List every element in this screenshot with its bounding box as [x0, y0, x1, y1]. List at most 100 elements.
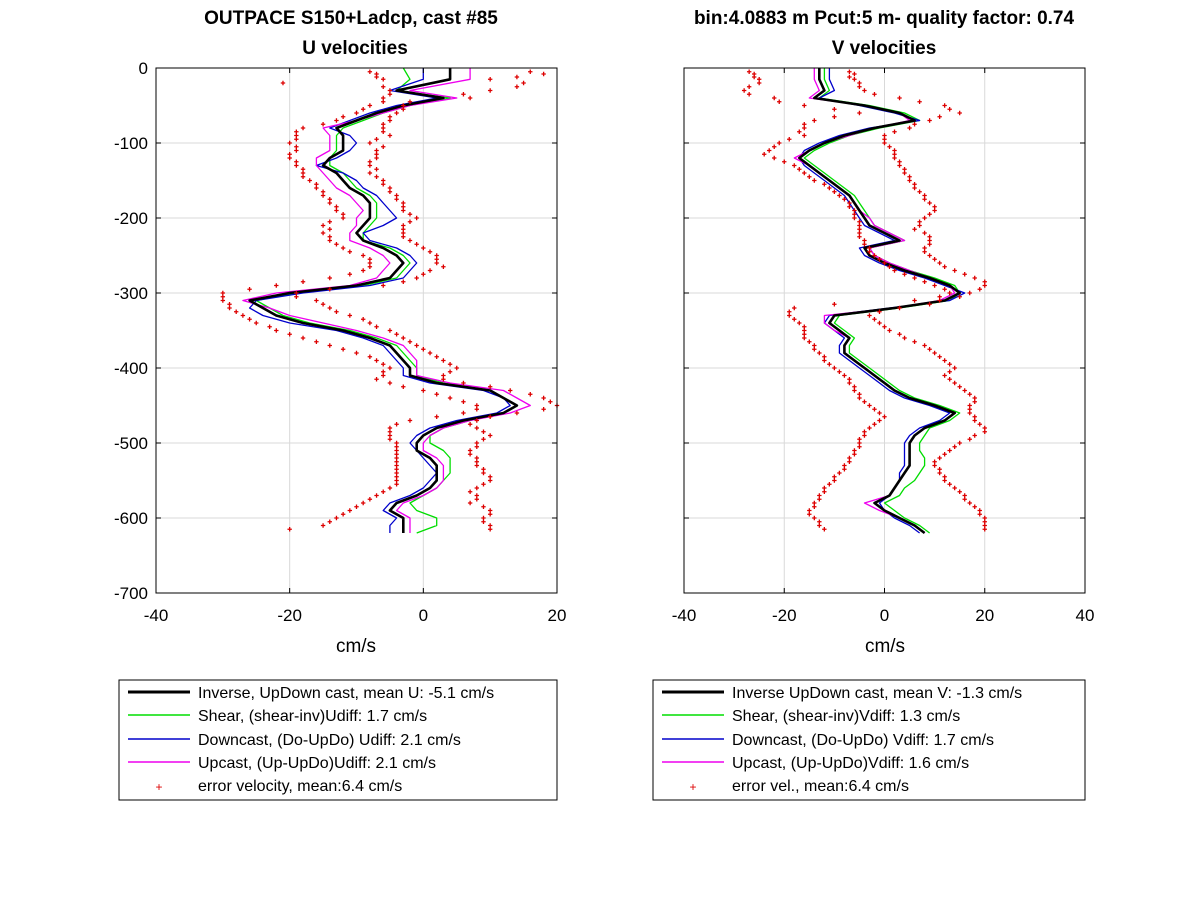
u-error-point	[381, 122, 386, 127]
v-error-point	[762, 152, 767, 157]
v-error-point	[847, 69, 852, 74]
u-error-point	[514, 74, 520, 80]
u-error-point	[340, 347, 346, 352]
u-error-point	[487, 478, 493, 483]
v-error-point	[882, 137, 887, 142]
u-error-point	[394, 197, 399, 202]
u-xtick-label: 20	[548, 606, 567, 625]
u-error-point	[467, 448, 473, 453]
u-error-point	[394, 482, 399, 487]
v-error-point	[857, 234, 862, 239]
u-error-point	[474, 407, 479, 412]
u-error-point	[287, 140, 292, 146]
u-error-point	[487, 384, 493, 389]
u-error-point	[421, 245, 426, 251]
u-error-point	[381, 144, 386, 149]
v-error-point	[746, 92, 752, 97]
u-error-point	[367, 103, 373, 108]
v-error-point	[852, 71, 857, 77]
v-error-point	[927, 302, 932, 307]
v-error-point	[902, 167, 907, 172]
u-legend: Inverse, UpDown cast, mean U: -5.1 cm/s …	[118, 679, 558, 801]
v-error-point	[817, 497, 822, 502]
v-error-point	[937, 467, 942, 472]
v-xtick-label: -40	[672, 606, 697, 625]
v-error-point	[942, 478, 947, 483]
u-error-point	[320, 122, 326, 127]
u-error-point	[381, 129, 386, 134]
v-error-point	[947, 369, 952, 374]
u-ytick-label: -600	[114, 509, 148, 528]
u-error-point	[381, 178, 386, 183]
u-error-point	[327, 234, 332, 239]
v-error-point	[741, 88, 747, 93]
u-error-point	[307, 178, 312, 183]
u-error-point	[481, 515, 486, 521]
v-error-point	[872, 317, 877, 322]
v-error-point	[967, 290, 972, 296]
v-error-point	[797, 167, 802, 172]
v-error-point	[837, 470, 842, 476]
u-error-point	[421, 388, 426, 393]
u-error-point	[387, 185, 393, 191]
u-error-point	[407, 238, 413, 243]
u-error-point	[474, 463, 479, 468]
u-error-point	[294, 129, 299, 134]
v-error-point	[907, 178, 912, 183]
u-error-point	[300, 279, 306, 284]
u-error-point	[374, 174, 379, 179]
v-error-point	[827, 482, 832, 487]
v-error-point	[902, 272, 907, 277]
u-error-point	[274, 328, 279, 333]
u-xtick-label: -20	[277, 606, 302, 625]
u-error-point	[541, 395, 546, 401]
u-error-point	[394, 478, 399, 483]
u-error-point	[381, 84, 386, 89]
u-error-point	[347, 249, 353, 254]
v-error-point	[957, 110, 962, 116]
v-series	[793, 68, 966, 535]
v-error-point	[767, 148, 772, 153]
v-error-point	[872, 92, 877, 97]
v-error-point	[927, 212, 932, 217]
v-error-point	[847, 377, 852, 382]
v-title-line1: bin:4.0883 m Pcut:5 m- quality factor: 0…	[694, 8, 1075, 29]
u-error-point	[481, 437, 486, 442]
v-error-point	[972, 275, 977, 281]
v-error-point	[792, 163, 797, 168]
v-error-point	[982, 283, 987, 288]
u-error-point	[481, 519, 486, 524]
v-error-point	[972, 414, 977, 419]
u-error-point	[320, 193, 326, 198]
u-ytick-label: -100	[114, 134, 148, 153]
v-error-point	[927, 253, 932, 258]
u-error-point	[427, 350, 433, 356]
u-error-point	[474, 418, 479, 423]
u-error-point	[474, 444, 479, 449]
u-error-point	[381, 369, 386, 374]
v-error-point	[837, 193, 842, 198]
v-error-point	[982, 515, 987, 521]
v-error-point	[857, 219, 862, 224]
u-error-point	[387, 118, 393, 123]
u-error-point	[387, 437, 393, 442]
v-error-point	[882, 140, 887, 146]
u-error-point	[421, 272, 426, 277]
u-error-point	[514, 84, 520, 89]
v-error-point	[957, 440, 962, 446]
v-error-point	[777, 99, 782, 104]
u-error-point	[367, 320, 373, 326]
u-error-point	[387, 365, 393, 371]
u-error-point	[227, 302, 232, 307]
u-error-point	[407, 219, 413, 224]
u-error-point	[387, 425, 393, 431]
u-error-point	[487, 414, 493, 419]
v-error-point	[756, 77, 762, 82]
v-error-point	[847, 380, 852, 386]
u-error-point	[247, 317, 252, 322]
u-error-point	[294, 290, 299, 296]
v-error-point	[877, 410, 882, 416]
v-error-point	[897, 332, 902, 337]
u-error-point	[387, 92, 393, 97]
u-error-point	[394, 470, 399, 476]
